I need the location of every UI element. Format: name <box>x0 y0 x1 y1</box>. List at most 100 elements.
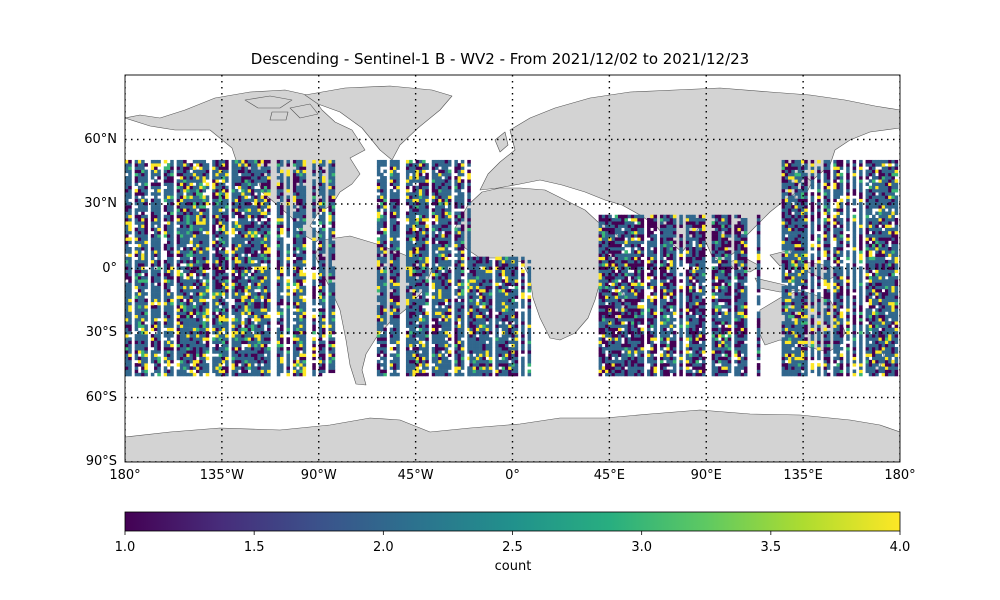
heatmap-cell <box>504 292 509 296</box>
heatmap-cell <box>234 301 239 306</box>
heatmap-cell <box>321 169 326 174</box>
heatmap-cell <box>422 285 426 290</box>
heatmap-cell <box>447 272 452 277</box>
heatmap-cell <box>415 314 420 319</box>
heatmap-cell <box>472 276 477 280</box>
heatmap-cell <box>263 292 268 296</box>
heatmap-cell <box>254 159 258 164</box>
heatmap-cell <box>438 214 442 219</box>
heatmap-cell <box>482 256 486 261</box>
heatmap-cell <box>276 295 281 299</box>
heatmap-cell <box>482 266 486 270</box>
heatmap-cell <box>286 227 290 232</box>
heatmap-cell <box>260 350 265 354</box>
heatmap-cell <box>431 163 436 167</box>
heatmap-cell <box>312 279 316 283</box>
heatmap-cell <box>331 192 336 196</box>
heatmap-cell <box>460 198 465 203</box>
heatmap-cell <box>457 337 462 341</box>
heatmap-cell <box>154 308 158 312</box>
heatmap-cell <box>389 247 394 251</box>
heatmap-cell <box>186 346 190 351</box>
heatmap-cell <box>299 256 303 261</box>
heatmap-cell <box>157 221 161 225</box>
heatmap-cell <box>186 214 190 219</box>
heatmap-cell <box>467 182 471 187</box>
heatmap-cell <box>244 363 249 367</box>
heatmap-cell <box>454 288 458 293</box>
heatmap-cell <box>144 369 148 374</box>
heatmap-cell <box>199 169 203 174</box>
heatmap-cell <box>396 240 400 245</box>
heatmap-cell <box>409 253 413 257</box>
heatmap-cell <box>286 205 290 209</box>
heatmap-cell <box>444 172 449 177</box>
heatmap-cell <box>176 311 181 316</box>
heatmap-cell <box>244 227 249 232</box>
heatmap-cell <box>431 192 436 196</box>
heatmap-cell <box>196 314 200 319</box>
heatmap-cell <box>467 295 471 299</box>
heatmap-cell <box>254 327 258 332</box>
heatmap-cell <box>457 266 462 270</box>
heatmap-cell <box>331 240 336 245</box>
heatmap-cell <box>170 305 174 309</box>
heatmap-cell <box>435 211 439 216</box>
heatmap-cell <box>218 208 223 212</box>
heatmap-cell <box>447 311 452 316</box>
heatmap-cell <box>475 279 480 283</box>
heatmap-cell <box>192 253 197 257</box>
heatmap-cell <box>380 298 384 303</box>
heatmap-cell <box>225 334 229 338</box>
heatmap-cell <box>241 256 245 261</box>
heatmap-cell <box>286 350 290 354</box>
heatmap-cell <box>166 227 171 232</box>
heatmap-cell <box>504 324 509 328</box>
heatmap-cell <box>447 224 452 228</box>
heatmap-cell <box>280 179 284 183</box>
heatmap-cell <box>183 166 187 170</box>
heatmap-cell <box>296 343 300 348</box>
heatmap-cell <box>396 314 400 319</box>
heatmap-cell <box>163 176 168 180</box>
heatmap-cell <box>454 350 458 354</box>
heatmap-cell <box>376 221 381 225</box>
heatmap-cell <box>331 256 336 261</box>
heatmap-cell <box>176 308 181 312</box>
heatmap-cell <box>331 227 336 232</box>
heatmap-cell <box>170 263 174 267</box>
heatmap-cell <box>267 353 271 357</box>
heatmap-cell <box>231 334 236 338</box>
heatmap-cell <box>422 308 426 312</box>
heatmap-cell <box>166 169 171 174</box>
heatmap-cell <box>438 301 442 306</box>
heatmap-cell <box>441 208 445 212</box>
heatmap-cell <box>196 182 200 187</box>
heatmap-cell <box>454 317 458 322</box>
heatmap-cell <box>205 224 210 228</box>
heatmap-cell <box>186 176 190 180</box>
heatmap-cell <box>511 353 515 357</box>
heatmap-cell <box>312 250 316 254</box>
heatmap-cell <box>389 179 394 183</box>
heatmap-cell <box>276 366 281 370</box>
heatmap-cell <box>460 327 465 332</box>
heatmap-cell <box>444 266 449 270</box>
heatmap-cell <box>241 240 245 245</box>
heatmap-cell <box>405 172 410 177</box>
heatmap-cell <box>215 366 219 370</box>
heatmap-cell <box>141 305 145 309</box>
heatmap-cell <box>286 288 290 293</box>
heatmap-cell <box>231 221 236 225</box>
heatmap-cell <box>205 201 210 206</box>
heatmap-cell <box>221 195 226 199</box>
heatmap-cell <box>225 263 229 267</box>
heatmap-cell <box>422 301 426 306</box>
greenland-landmass <box>304 85 453 161</box>
heatmap-cell <box>212 363 216 367</box>
heatmap-cell <box>318 292 323 296</box>
heatmap-cell <box>501 372 506 377</box>
heatmap-cell <box>422 321 426 325</box>
heatmap-cell <box>186 311 190 316</box>
heatmap-cell <box>396 330 400 335</box>
